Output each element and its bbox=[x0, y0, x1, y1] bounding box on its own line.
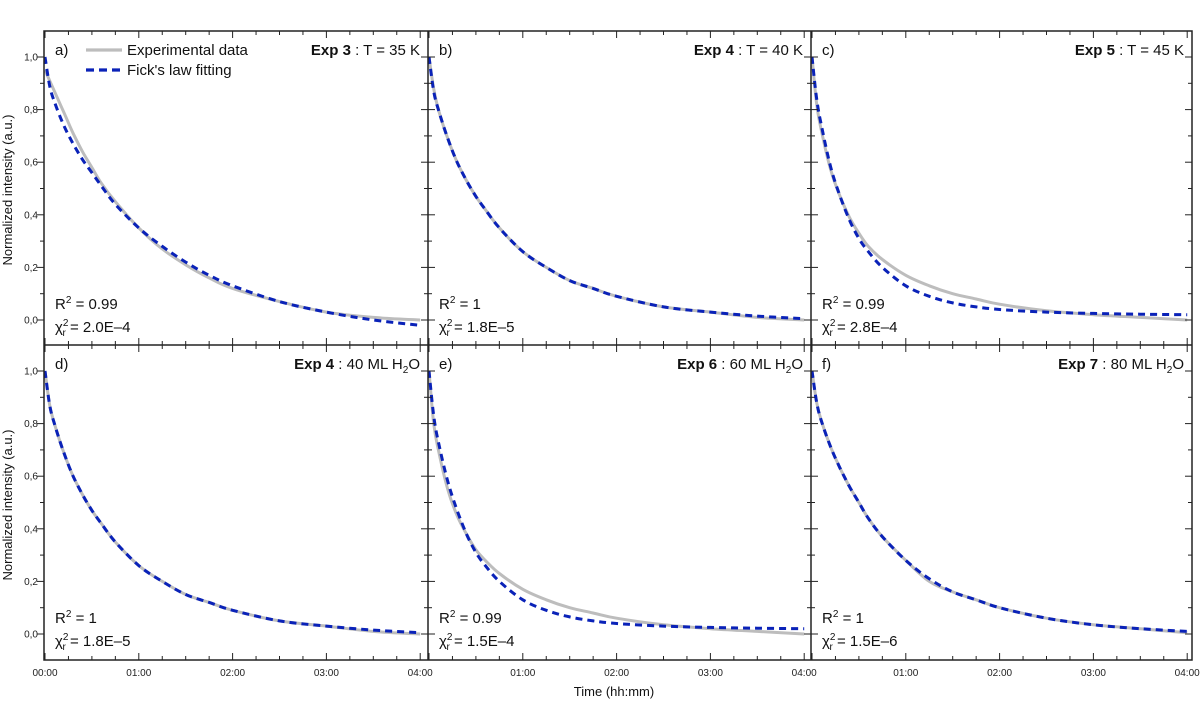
fit-curve bbox=[428, 370, 805, 631]
x-tick-label: 03:00 bbox=[1081, 668, 1106, 679]
x-tick-label: 03:00 bbox=[698, 668, 723, 679]
y-tick-label: 0,4 bbox=[24, 210, 38, 221]
y-tick-label: 1,0 bbox=[24, 367, 38, 378]
panel-letter: a) bbox=[55, 42, 68, 59]
panel-title: Exp 4 : 40 ML H2O bbox=[294, 356, 420, 376]
x-tick-label: 02:00 bbox=[220, 668, 245, 679]
y-axis-title-bottom: Normalized intensity (a.u.) bbox=[0, 430, 15, 581]
panel-a: a) Exp 3 : T = 35 K R2 = 0.99 χ2 r = 2.0E–4 bbox=[44, 42, 421, 339]
panel-b: b) Exp 4 : T = 40 K R2 = 1 χ2 r = 1.8E–5 bbox=[428, 42, 805, 339]
r-squared: R2 = 0.99 bbox=[439, 609, 502, 627]
reduced-chi-squared: χ2 r = 1.5E–6 bbox=[822, 632, 897, 653]
r-squared: R2 = 1 bbox=[439, 295, 481, 313]
r-squared: R2 = 1 bbox=[822, 609, 864, 627]
experimental-curve bbox=[428, 56, 805, 322]
panel-grid: a) Exp 3 : T = 35 K R2 = 0.99 χ2 r = 2.0E–4 b… bbox=[44, 42, 1188, 653]
x-tick-label: 04:00 bbox=[408, 668, 433, 679]
panel-letter: f) bbox=[822, 356, 831, 373]
r-squared: R2 = 0.99 bbox=[55, 295, 118, 313]
fit-curve bbox=[811, 370, 1188, 633]
panel-e: e) Exp 6 : 60 ML H2O R2 = 0.99 χ2 r = 1.5E–4 bbox=[428, 356, 805, 653]
y-axis-title-top: Normalized intensity (a.u.) bbox=[0, 115, 15, 266]
panel-title: Exp 4 : T = 40 K bbox=[694, 42, 803, 59]
experimental-curve bbox=[811, 370, 1188, 635]
x-axis-title: Time (hh:mm) bbox=[574, 684, 654, 699]
panel-d: d) Exp 4 : 40 ML H2O R2 = 1 χ2 r = 1.8E–5 bbox=[44, 356, 421, 653]
legend: Experimental data Fick's law fitting bbox=[86, 42, 249, 79]
y-tick-label: 0,2 bbox=[24, 577, 38, 588]
r-squared: R2 = 1 bbox=[55, 609, 97, 627]
experimental-curve bbox=[428, 370, 805, 636]
y-tick-label: 0,0 bbox=[24, 630, 38, 641]
reduced-chi-squared: χ2 r = 2.0E–4 bbox=[55, 318, 130, 339]
x-tick-label: 01:00 bbox=[510, 668, 535, 679]
legend-experimental-label: Experimental data bbox=[127, 42, 249, 59]
experimental-curve bbox=[44, 370, 421, 636]
panel-letter: e) bbox=[439, 356, 452, 373]
panel-f: f) Exp 7 : 80 ML H2O R2 = 1 χ2 r = 1.5E–6 bbox=[811, 356, 1188, 653]
panel-title: Exp 3 : T = 35 K bbox=[311, 42, 420, 59]
x-tick-label: 04:00 bbox=[1175, 668, 1200, 679]
x-tick-label: 01:00 bbox=[126, 668, 151, 679]
x-tick-label: 03:00 bbox=[314, 668, 339, 679]
r-squared: R2 = 0.99 bbox=[822, 295, 885, 313]
panel-title: Exp 7 : 80 ML H2O bbox=[1058, 356, 1184, 376]
experimental-curve bbox=[811, 56, 1188, 322]
x-tick-label: 02:00 bbox=[987, 668, 1012, 679]
reduced-chi-squared: χ2 r = 2.8E–4 bbox=[822, 318, 897, 339]
reduced-chi-squared: χ2 r = 1.5E–4 bbox=[439, 632, 514, 653]
panel-c: c) Exp 5 : T = 45 K R2 = 0.99 χ2 r = 2.8E–4 bbox=[811, 42, 1188, 339]
panel-letter: c) bbox=[822, 42, 835, 59]
y-tick-label: 0,2 bbox=[24, 263, 38, 274]
fit-curve bbox=[428, 56, 805, 321]
panel-letter: b) bbox=[439, 42, 452, 59]
fit-curve bbox=[44, 56, 421, 327]
y-tick-label: 0,4 bbox=[24, 524, 38, 535]
y-tick-label: 0,6 bbox=[24, 472, 38, 483]
x-tick-label: 01:00 bbox=[893, 668, 918, 679]
legend-fit-label: Fick's law fitting bbox=[127, 62, 232, 79]
y-tick-label: 1,0 bbox=[24, 53, 38, 64]
x-tick-label: 02:00 bbox=[604, 668, 629, 679]
panel-title: Exp 6 : 60 ML H2O bbox=[677, 356, 803, 376]
panel-title: Exp 5 : T = 45 K bbox=[1075, 42, 1184, 59]
y-tick-label: 0,0 bbox=[24, 316, 38, 327]
x-tick-label: 00:00 bbox=[32, 668, 57, 679]
axis-ticks bbox=[37, 31, 1192, 660]
x-tick-label: 04:00 bbox=[792, 668, 817, 679]
axis-tick-labels: 0,0 0,2 0,4 0,6 0,8 1,0 0,0 0,2 0,4 0,6 0,8 1,0 00:0… bbox=[24, 53, 1200, 680]
y-tick-label: 0,6 bbox=[24, 158, 38, 169]
axes-frame bbox=[43, 30, 1193, 661]
y-tick-label: 0,8 bbox=[24, 419, 38, 430]
panel-letter: d) bbox=[55, 356, 68, 373]
reduced-chi-squared: χ2 r = 1.8E–5 bbox=[439, 318, 514, 339]
experimental-curve bbox=[44, 69, 421, 322]
reduced-chi-squared: χ2 r = 1.8E–5 bbox=[55, 632, 130, 653]
y-tick-label: 0,8 bbox=[24, 105, 38, 116]
fit-curve bbox=[811, 56, 1188, 317]
fit-curve bbox=[44, 370, 421, 635]
